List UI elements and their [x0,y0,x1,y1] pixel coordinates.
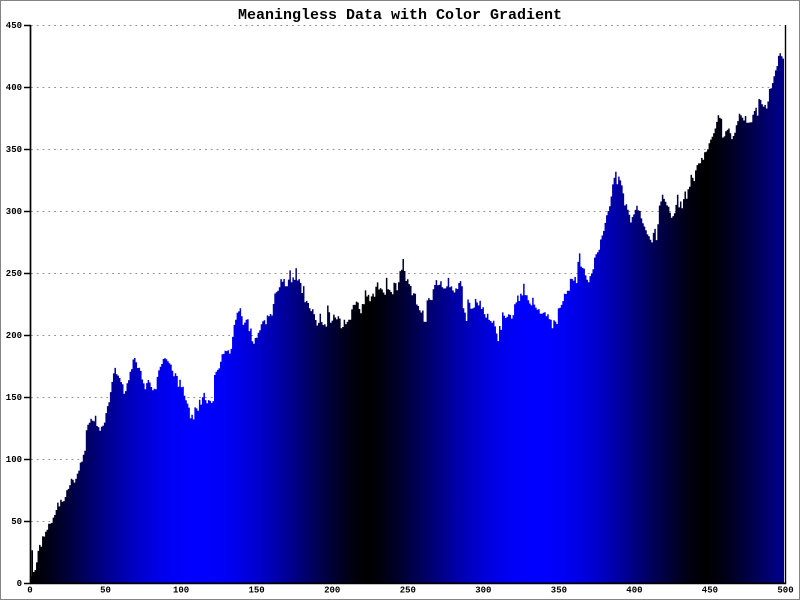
svg-text:250: 250 [400,586,416,596]
svg-text:200: 200 [6,331,22,341]
svg-text:100: 100 [6,455,22,465]
svg-text:150: 150 [6,393,22,403]
svg-text:300: 300 [6,207,22,217]
svg-text:450: 450 [702,586,718,596]
svg-text:500: 500 [777,586,793,596]
svg-text:350: 350 [6,145,22,155]
svg-text:300: 300 [475,586,491,596]
svg-text:50: 50 [11,517,22,527]
svg-text:Meaningless Data with Color Gr: Meaningless Data with Color Gradient [238,7,562,24]
svg-text:0: 0 [17,579,22,589]
svg-text:400: 400 [6,83,22,93]
svg-text:200: 200 [324,586,340,596]
svg-text:400: 400 [626,586,642,596]
svg-text:150: 150 [248,586,264,596]
svg-text:100: 100 [173,586,189,596]
svg-text:50: 50 [100,586,111,596]
svg-text:450: 450 [6,21,22,31]
svg-text:0: 0 [27,586,32,596]
svg-text:250: 250 [6,269,22,279]
svg-text:350: 350 [551,586,567,596]
